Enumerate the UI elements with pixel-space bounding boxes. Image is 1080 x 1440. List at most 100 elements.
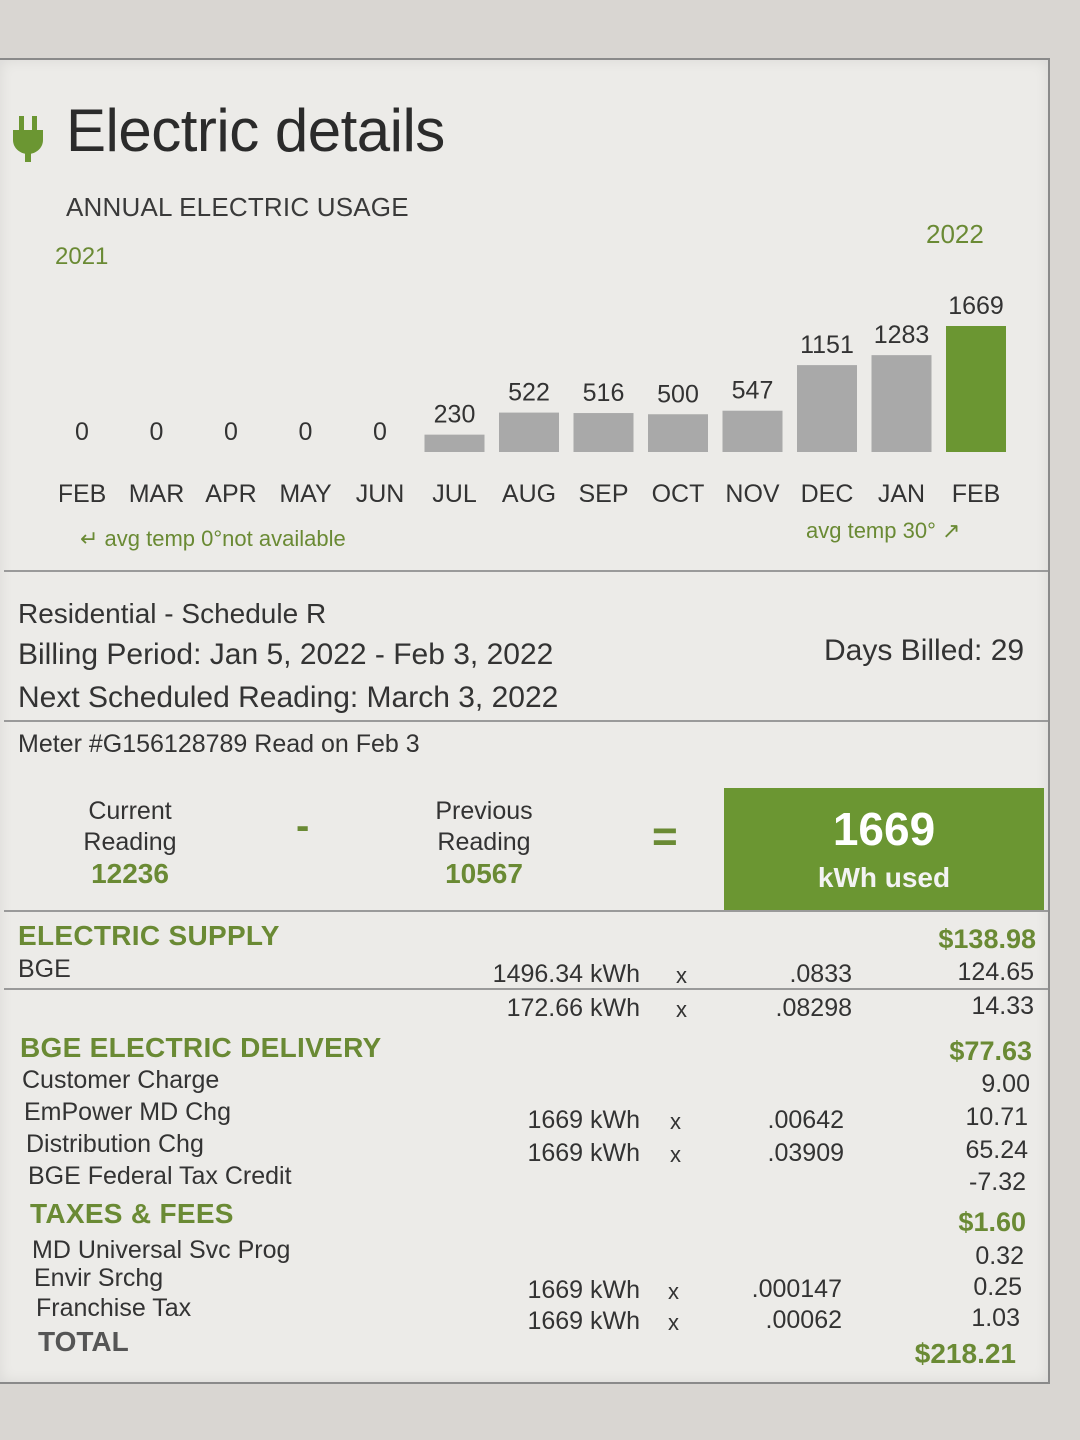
divider [4, 910, 1048, 912]
month-tick-label: APR [205, 480, 256, 508]
taxes-row-x: x [668, 1310, 679, 1335]
taxes-total: $1.60 [958, 1207, 1026, 1237]
kwh-used-box: 1669 kWh used [724, 788, 1044, 910]
equals-sign: = [652, 812, 678, 861]
delivery-row-label: EmPower MD Chg [24, 1098, 231, 1126]
divider [4, 988, 1048, 990]
divider [4, 570, 1048, 572]
billing-period: Billing Period: Jan 5, 2022 - Feb 3, 202… [18, 638, 554, 671]
month-tick-label: JUN [356, 480, 405, 508]
delivery-row-label: BGE Federal Tax Credit [28, 1162, 292, 1190]
supply-row-rate: .0833 [789, 960, 852, 988]
taxes-row-label: Envir Srchg [34, 1264, 164, 1292]
bar-value-label: 1669 [948, 292, 1004, 320]
usage-bar-feb-12 [946, 326, 1006, 452]
delivery-total: $77.63 [949, 1036, 1032, 1066]
supply-row-qty: 1496.34 kWh [492, 960, 640, 988]
minus-sign: - [296, 804, 310, 848]
month-tick-label: DEC [801, 480, 854, 508]
usage-bar-jul-5 [424, 434, 485, 452]
year-end: 2022 [926, 219, 984, 249]
usage-bar-chart: 0 FEB 0 MAR 0 APR 0 MAY 0 JUN 230 JUL 522 AUG 516 SEP 50… [60, 292, 1006, 508]
taxes-row-qty: 1669 kWh [527, 1276, 640, 1304]
month-tick-label: SEP [578, 480, 628, 508]
delivery-row-label: Distribution Chg [26, 1130, 204, 1158]
total-amount: $218.21 [914, 1338, 1016, 1369]
month-tick-label: MAY [279, 480, 332, 508]
current-reading-value: 12236 [91, 858, 169, 889]
current-label-line2: Reading [83, 828, 177, 856]
supply-provider: BGE [18, 955, 71, 983]
kwh-used-label: kWh used [817, 862, 951, 893]
delivery-row-amount: 65.24 [965, 1136, 1028, 1164]
month-tick-label: OCT [652, 480, 705, 508]
supply-title: ELECTRIC SUPPLY [18, 920, 280, 951]
page-title: Electric details [66, 97, 445, 164]
delivery-row-qty: 1669 kWh [527, 1139, 640, 1167]
delivery-row-x: x [670, 1109, 681, 1134]
taxes-row-qty: 1669 kWh [527, 1307, 640, 1335]
taxes-row-rate: .00062 [765, 1306, 842, 1334]
supply-row-amount: 14.33 [971, 992, 1034, 1020]
total-label: TOTAL [38, 1326, 129, 1357]
supply-row-x: x [676, 963, 687, 988]
bar-value-label: 230 [434, 401, 476, 429]
annual-usage-label: ANNUAL ELECTRIC USAGE [66, 192, 409, 222]
bar-value-label: 522 [508, 379, 550, 407]
usage-bar-nov-9 [722, 410, 783, 452]
usage-bar-jan-11 [871, 355, 932, 452]
supply-row-rate: .08298 [775, 994, 852, 1022]
avg-temp-start-text: avg temp 0°not available [104, 526, 346, 551]
schedule: Residential - Schedule R [18, 598, 327, 629]
month-tick-label: NOV [725, 480, 780, 508]
delivery-row-amount: 9.00 [981, 1070, 1030, 1098]
delivery-row-amount: -7.32 [969, 1168, 1026, 1196]
taxes-row-rate: .000147 [751, 1275, 842, 1303]
usage-bar-aug-6 [499, 412, 559, 452]
plug-icon [13, 116, 43, 162]
delivery-title: BGE ELECTRIC DELIVERY [20, 1032, 382, 1063]
taxes-row-label: Franchise Tax [36, 1294, 192, 1322]
avg-temp-end: avg temp 30° ↗ [806, 518, 961, 543]
supply-row-amount: 124.65 [957, 958, 1034, 986]
previous-reading-label: Previous Reading [414, 796, 554, 858]
previous-label-line1: Previous [435, 797, 533, 825]
bar-value-label: 1283 [874, 321, 930, 349]
month-tick-label: AUG [502, 480, 556, 508]
supply-row-x: x [676, 997, 687, 1022]
current-label-line1: Current [88, 797, 172, 825]
usage-bar-dec-10 [797, 365, 857, 452]
supply-total: $138.98 [938, 924, 1036, 954]
usage-bar-oct-8 [648, 414, 708, 452]
taxes-row-amount: 0.32 [975, 1242, 1024, 1270]
kwh-used-value: 1669 [832, 803, 936, 855]
previous-label-line2: Reading [437, 828, 531, 856]
usage-bar-sep-7 [573, 413, 634, 452]
bar-value-label: 500 [657, 380, 699, 408]
bar-value-label: 0 [299, 418, 313, 446]
bar-value-label: 0 [150, 418, 164, 446]
delivery-row-rate: .03909 [767, 1139, 844, 1167]
month-tick-label: MAR [129, 480, 185, 508]
delivery-row-rate: .00642 [767, 1106, 844, 1134]
taxes-row-label: MD Universal Svc Prog [32, 1236, 291, 1264]
bar-value-label: 0 [373, 418, 387, 446]
taxes-row-amount: 0.25 [973, 1273, 1022, 1301]
bar-value-label: 1151 [800, 331, 854, 359]
delivery-row-qty: 1669 kWh [527, 1106, 640, 1134]
avg-temp-end-text: avg temp 30° [806, 518, 936, 543]
taxes-row-x: x [668, 1279, 679, 1304]
bar-value-label: 0 [75, 418, 89, 446]
next-reading: Next Scheduled Reading: March 3, 2022 [18, 681, 559, 714]
delivery-row-x: x [670, 1142, 681, 1167]
taxes-row-amount: 1.03 [971, 1304, 1020, 1332]
days-billed: Days Billed: 29 [824, 634, 1025, 667]
delivery-row-amount: 10.71 [965, 1103, 1028, 1131]
previous-reading-value: 10567 [445, 858, 523, 889]
taxes-title: TAXES & FEES [30, 1198, 234, 1229]
bar-value-label: 547 [732, 377, 774, 405]
divider [4, 720, 1048, 722]
meter-info: Meter #G156128789 Read on Feb 3 [18, 730, 420, 758]
month-tick-label: JUL [432, 480, 477, 508]
supply-row-qty: 172.66 kWh [506, 994, 640, 1022]
